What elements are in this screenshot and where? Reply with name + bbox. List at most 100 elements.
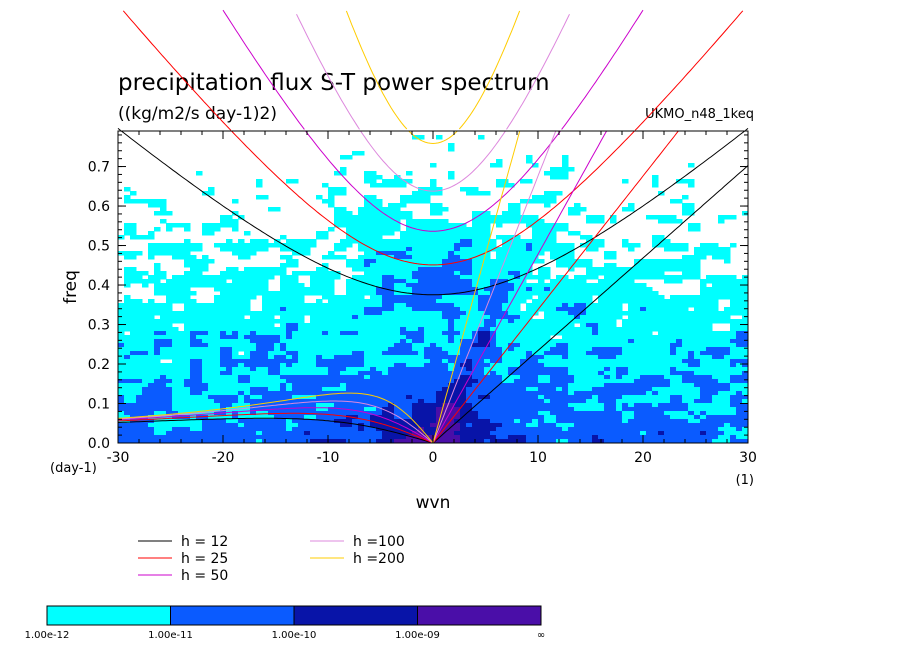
heatmap-cell: [232, 219, 239, 224]
heatmap-cell: [166, 319, 173, 324]
heatmap-cell: [688, 423, 695, 428]
heatmap-cell: [322, 395, 329, 400]
heatmap-cell: [592, 327, 599, 332]
heatmap-cell: [406, 263, 413, 268]
heatmap-cell: [394, 311, 401, 316]
heatmap-cell: [208, 347, 215, 352]
heatmap-cell: [532, 347, 539, 352]
heatmap-cell: [274, 339, 281, 344]
heatmap-cell: [436, 331, 443, 336]
heatmap-cell: [304, 251, 311, 256]
heatmap-cell: [346, 223, 353, 228]
heatmap-cell: [286, 299, 293, 304]
heatmap-cell: [430, 163, 437, 168]
heatmap-cell: [520, 239, 527, 244]
heatmap-cell: [676, 303, 683, 308]
heatmap-cell: [424, 327, 431, 332]
heatmap-cell: [502, 319, 509, 324]
heatmap-cell: [202, 379, 209, 384]
heatmap-cell: [166, 307, 173, 312]
heatmap-cell: [460, 299, 467, 304]
heatmap-cell: [232, 295, 239, 300]
heatmap-cell: [526, 159, 533, 164]
heatmap-cell: [118, 387, 125, 392]
heatmap-cell: [550, 171, 557, 176]
heatmap-cell: [652, 351, 659, 356]
heatmap-cell: [448, 311, 455, 316]
heatmap-cell: [472, 295, 479, 300]
heatmap-cell: [442, 375, 449, 380]
heatmap-cell: [712, 423, 719, 428]
heatmap-cell: [682, 263, 689, 268]
heatmap-cell: [418, 263, 425, 268]
heatmap-cell: [526, 371, 533, 376]
heatmap-cell: [472, 271, 479, 276]
heatmap-cell: [250, 391, 257, 396]
heatmap-cell: [688, 411, 695, 416]
heatmap-cell: [316, 427, 323, 432]
heatmap-cell: [220, 355, 227, 360]
heatmap-cell: [322, 231, 329, 236]
heatmap-cell: [280, 375, 287, 380]
heatmap-cell: [478, 247, 485, 252]
heatmap-cell: [520, 271, 527, 276]
heatmap-cell: [304, 387, 311, 392]
heatmap-cell: [616, 379, 623, 384]
heatmap-cell: [556, 371, 563, 376]
heatmap-cell: [640, 307, 647, 312]
heatmap-cell: [628, 299, 635, 304]
heatmap-cell: [574, 259, 581, 264]
heatmap-cell: [286, 359, 293, 364]
heatmap-cell: [178, 339, 185, 344]
heatmap-cell: [118, 415, 125, 420]
heatmap-cell: [472, 371, 479, 376]
heatmap-cell: [616, 399, 623, 404]
heatmap-cell: [166, 315, 173, 320]
heatmap-cell: [190, 339, 197, 344]
heatmap-cell: [550, 327, 557, 332]
heatmap-cell: [508, 335, 515, 340]
heatmap-cell: [598, 291, 605, 296]
heatmap-cell: [490, 259, 497, 264]
heatmap-cell: [736, 355, 743, 360]
heatmap-cell: [676, 351, 683, 356]
heatmap-cell: [448, 319, 455, 324]
heatmap-cell: [244, 331, 251, 336]
heatmap-cell: [382, 291, 389, 296]
heatmap-cell: [478, 331, 485, 336]
heatmap-cell: [322, 335, 329, 340]
heatmap-cell: [430, 415, 437, 420]
heatmap-cell: [508, 263, 515, 268]
heatmap-cell: [364, 395, 371, 400]
heatmap-cell: [502, 371, 509, 376]
heatmap-cell: [652, 299, 659, 304]
heatmap-cell: [514, 407, 521, 412]
heatmap-cell: [226, 367, 233, 372]
heatmap-cell: [610, 423, 617, 428]
heatmap-cell: [250, 311, 257, 316]
heatmap-cell: [154, 343, 161, 348]
heatmap-cell: [148, 371, 155, 376]
heatmap-cell: [220, 275, 227, 280]
heatmap-cell: [532, 395, 539, 400]
heatmap-cell: [346, 219, 353, 224]
heatmap-cell: [298, 331, 305, 336]
heatmap-cell: [244, 395, 251, 400]
heatmap-cell: [520, 255, 527, 260]
heatmap-cell: [484, 219, 491, 224]
heatmap-cell: [172, 419, 179, 424]
heatmap-cell: [400, 243, 407, 248]
heatmap-cell: [238, 387, 245, 392]
heatmap-cell: [454, 235, 461, 240]
heatmap-cell: [232, 299, 239, 304]
heatmap-cell: [274, 347, 281, 352]
heatmap-cell: [520, 359, 527, 364]
heatmap-cell: [532, 243, 539, 248]
heatmap-cell: [268, 379, 275, 384]
heatmap-cell: [166, 423, 173, 428]
heatmap-cell: [400, 395, 407, 400]
heatmap-cell: [232, 367, 239, 372]
heatmap-cell: [406, 355, 413, 360]
heatmap-cell: [400, 299, 407, 304]
heatmap-cell: [424, 339, 431, 344]
